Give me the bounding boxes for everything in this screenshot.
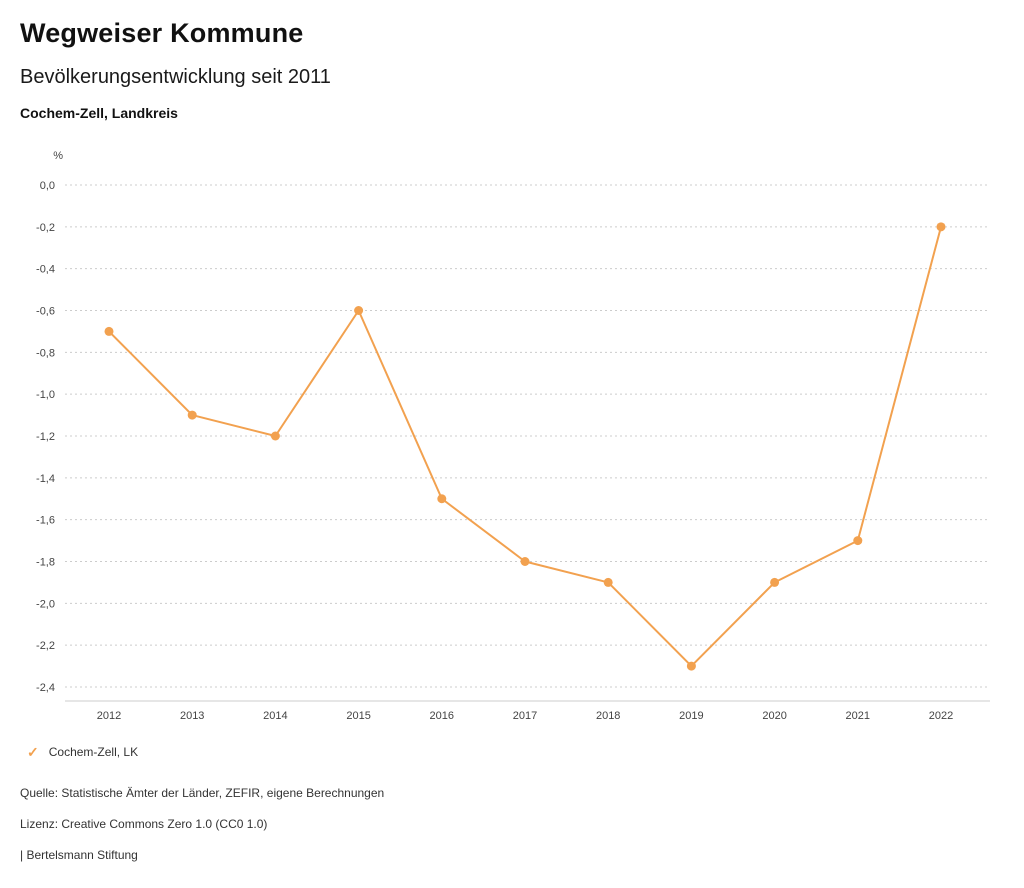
y-axis-unit-label: %: [53, 150, 63, 162]
data-point-2017[interactable]: [520, 557, 530, 566]
y-tick-label: -0,6: [36, 306, 55, 318]
y-tick-label: -1,0: [36, 389, 55, 401]
data-point-2022[interactable]: [936, 222, 946, 232]
data-point-2015[interactable]: [354, 306, 364, 315]
x-tick-label: 2018: [596, 710, 620, 722]
data-point-2019[interactable]: [686, 661, 696, 671]
y-tick-label: -1,6: [36, 515, 55, 527]
data-point-2018[interactable]: [603, 577, 613, 587]
data-point-2021[interactable]: [853, 536, 863, 546]
legend-item-cochem-zell[interactable]: ✓ Cochem-Zell, LK: [27, 745, 138, 759]
legend-label: Cochem-Zell, LK: [48, 745, 139, 759]
y-tick-label: -2,0: [36, 598, 55, 610]
y-tick-label: -1,2: [36, 431, 55, 443]
region-label: Cochem-Zell, Landkreis: [20, 105, 178, 121]
page-title: Wegweiser Kommune: [20, 18, 304, 48]
series-line: [108, 225, 942, 668]
data-point-2016[interactable]: [437, 494, 447, 504]
chart-area: % 0,0 -0,2 -0,4 -0,6 -0,8 -1,0 -1,2 -1,4 -1,6 -1,8…: [0, 145, 1024, 735]
x-tick-label: 2015: [346, 710, 370, 722]
data-point-2014[interactable]: [270, 431, 280, 441]
line-chart: % 0,0 -0,2 -0,4 -0,6 -0,8 -1,0 -1,2 -1,4 -1,6 -1,8…: [36, 150, 990, 722]
x-tick-label: 2017: [513, 710, 537, 722]
license-text: Lizenz: Creative Commons Zero 1.0 (CC0 1…: [20, 817, 268, 831]
x-tick-label: 2021: [846, 710, 870, 722]
data-point-2012[interactable]: [104, 326, 114, 336]
y-tick-label: -2,2: [36, 640, 55, 652]
y-tick-label: -0,4: [36, 264, 55, 276]
source-text: Quelle: Statistische Ämter der Länder, Z…: [20, 786, 385, 800]
attribution-text: | Bertelsmann Stiftung: [20, 848, 138, 862]
y-tick-label: -1,4: [36, 473, 55, 485]
x-tick-label: 2022: [929, 710, 953, 722]
x-tick-label: 2016: [430, 710, 454, 722]
y-tick-label: -2,4: [36, 682, 55, 694]
data-point-2013[interactable]: [187, 410, 197, 420]
x-tick-label: 2012: [97, 710, 121, 722]
x-tick-label: 2014: [263, 710, 287, 722]
x-tick-label: 2020: [762, 710, 786, 722]
legend-check-icon: ✓: [27, 744, 39, 760]
y-tick-label: 0,0: [40, 180, 55, 192]
data-point-2020[interactable]: [770, 577, 780, 587]
chart-subtitle: Bevölkerungsentwicklung seit 2011: [20, 66, 331, 88]
y-tick-label: -0,2: [36, 222, 55, 234]
y-tick-label: -1,8: [36, 557, 55, 569]
x-tick-label: 2019: [679, 710, 703, 722]
y-tick-label: -0,8: [36, 347, 55, 359]
x-tick-label: 2013: [180, 710, 204, 722]
